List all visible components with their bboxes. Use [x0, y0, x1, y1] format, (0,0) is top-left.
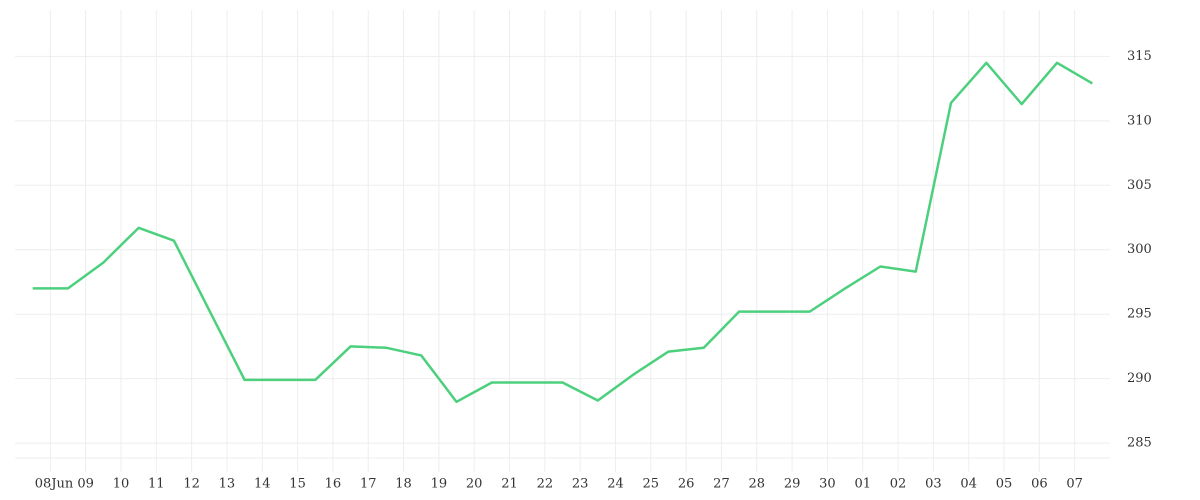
x-tick-label: 30 — [819, 477, 836, 492]
x-tick-label: 05 — [996, 477, 1013, 492]
x-tick-label: 07 — [1066, 477, 1083, 492]
x-tick-label: 23 — [572, 477, 589, 492]
y-tick-label: 285 — [1127, 436, 1152, 451]
x-tick-label: 15 — [289, 477, 306, 492]
x-tick-label: 24 — [607, 477, 624, 492]
x-tick-label: 26 — [678, 477, 695, 492]
x-tick-label: 19 — [431, 477, 448, 492]
x-tick-label: 21 — [501, 477, 518, 492]
y-tick-label: 295 — [1127, 307, 1152, 322]
y-tick-label: 290 — [1127, 371, 1152, 386]
x-tick-label: 14 — [254, 477, 271, 492]
x-tick-label: 28 — [749, 477, 766, 492]
x-tick-label: 12 — [183, 477, 200, 492]
x-tick-label: 10 — [113, 477, 130, 492]
x-tick-label: 18 — [395, 477, 412, 492]
x-tick-label: 27 — [713, 477, 730, 492]
x-tick-label: 01 — [854, 477, 871, 492]
y-tick-label: 315 — [1127, 49, 1152, 64]
x-tick-label: 06 — [1031, 477, 1048, 492]
month-label: Jun — [49, 477, 74, 492]
x-tick-label: 09 — [77, 477, 94, 492]
data-line — [32, 61, 1093, 404]
x-tick-label: 04 — [960, 477, 977, 492]
y-tick-label: 305 — [1127, 178, 1152, 193]
x-tick-label: 22 — [537, 477, 554, 492]
x-tick-label: 16 — [325, 477, 342, 492]
x-tick-label: 17 — [360, 477, 377, 492]
x-tick-label: 20 — [466, 477, 483, 492]
y-tick-label: 310 — [1127, 113, 1152, 128]
x-tick-label: 25 — [643, 477, 660, 492]
x-tick-label: 11 — [148, 477, 165, 492]
x-tick-label: 13 — [219, 477, 236, 492]
x-tick-label: 29 — [784, 477, 801, 492]
y-tick-label: 300 — [1127, 242, 1152, 257]
x-tick-label: 02 — [890, 477, 907, 492]
x-tick-label: 03 — [925, 477, 942, 492]
x-tick-label: 08 — [35, 477, 52, 492]
